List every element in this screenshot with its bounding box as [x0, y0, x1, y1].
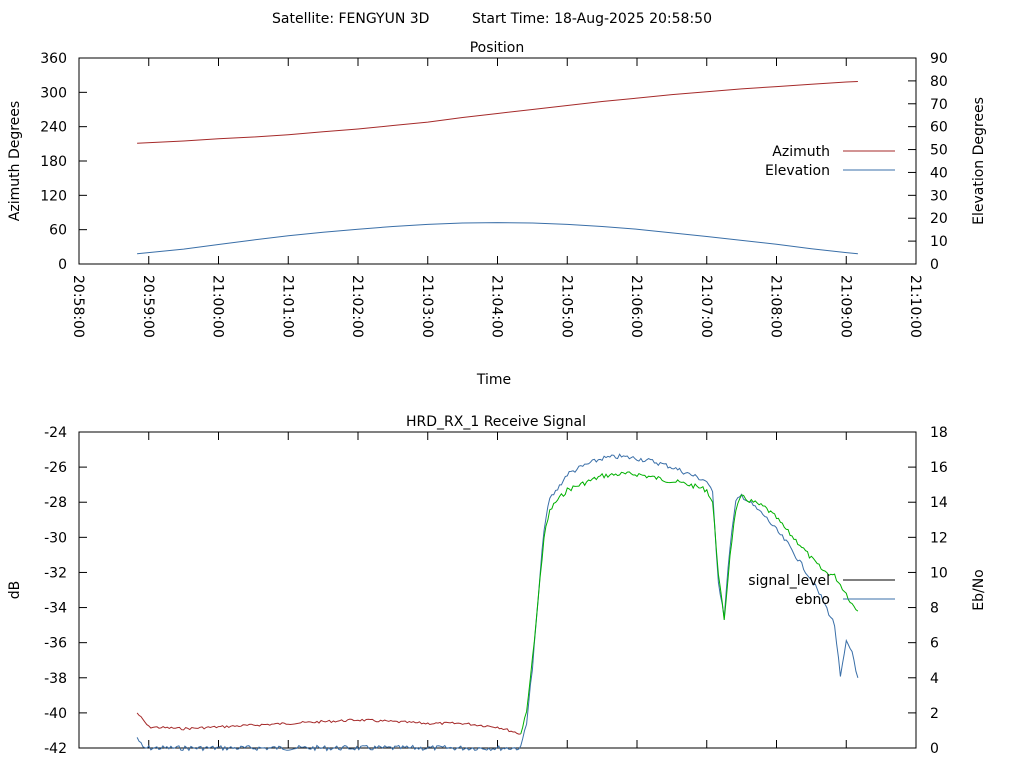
signal-y2label: Eb/No: [971, 569, 987, 611]
x-tick-label: 20:59:00: [140, 275, 156, 338]
signal-series: [136, 453, 859, 752]
position-ylabel: Azimuth Degrees: [7, 101, 23, 221]
legend-elevation-label: Elevation: [765, 163, 830, 179]
y-tick-label: 300: [40, 85, 67, 101]
y2-tick-label: 30: [930, 188, 948, 204]
signal-plot-frame: [78, 431, 917, 749]
y-tick-label: -24: [44, 425, 67, 441]
y2-tick-label: 10: [930, 565, 948, 581]
x-tick-label: 21:10:00: [907, 275, 923, 338]
signal-legend: signal_level ebno: [748, 573, 895, 608]
y2-tick-label: 16: [930, 460, 948, 476]
y-tick-label: 0: [58, 257, 67, 273]
series-line-azimuth: [137, 81, 858, 144]
signal-x-ticks: [78, 432, 917, 748]
y2-tick-label: 12: [930, 530, 948, 546]
start-time-label: Start Time: 18-Aug-2025 20:58:50: [472, 11, 712, 27]
y2-tick-label: 10: [930, 234, 948, 250]
position-xlabel: Time: [476, 372, 511, 388]
y2-tick-label: 40: [930, 165, 948, 181]
x-tick-label: 21:01:00: [279, 275, 295, 338]
x-tick-label: 21:04:00: [489, 275, 505, 338]
position-series: [137, 81, 858, 255]
y2-tick-label: 20: [930, 211, 948, 227]
position-y2label: Elevation Degrees: [971, 97, 987, 225]
y2-tick-label: 0: [930, 257, 939, 273]
y-tick-label: 60: [49, 223, 67, 239]
y2-tick-label: 50: [930, 143, 948, 159]
y2-tick-label: 70: [930, 97, 948, 113]
y-tick-label: 180: [40, 154, 67, 170]
position-plot-frame: [78, 57, 917, 265]
legend-azimuth-label: Azimuth: [772, 144, 830, 160]
y2-tick-label: 90: [930, 51, 948, 67]
y-tick-label: -40: [44, 706, 67, 722]
y-tick-label: -36: [44, 636, 67, 652]
series-line-signal-level-segment: [136, 712, 521, 735]
position-y-ticks: 0 60 120 180 240 300 360: [40, 51, 87, 273]
y2-tick-label: 4: [930, 671, 939, 687]
x-tick-label: 20:58:00: [70, 275, 86, 338]
x-tick-label: 21:07:00: [698, 275, 714, 338]
y2-tick-label: 8: [930, 601, 939, 617]
y-tick-label: -38: [44, 671, 67, 687]
legend-ebno-label: ebno: [795, 592, 830, 608]
signal-title: HRD_RX_1 Receive Signal: [406, 414, 586, 430]
signal-y2-ticks: 0 2 4 6 8 10 12 14 16 18: [908, 425, 948, 757]
y-tick-label: 120: [40, 188, 67, 204]
y2-tick-label: 2: [930, 706, 939, 722]
y-tick-label: -42: [44, 741, 67, 757]
x-tick-label: 21:02:00: [349, 275, 365, 338]
x-tick-label: 21:03:00: [419, 275, 435, 338]
position-chart: Position 0 60 120 180 240 300 360 0 10 20 30 40 50 6…: [7, 40, 987, 388]
y-tick-label: -30: [44, 530, 67, 546]
satellite-label: Satellite: FENGYUN 3D: [272, 11, 429, 27]
position-y2-ticks: 0 10 20 30 40 50 60 70 80 90: [908, 51, 948, 273]
position-legend: Azimuth Elevation: [765, 144, 895, 179]
signal-chart: HRD_RX_1 Receive Signal -42-40-38-36-34-…: [7, 414, 987, 757]
signal-ylabel: dB: [7, 581, 23, 600]
x-tick-label: 21:05:00: [558, 275, 574, 338]
y-tick-label: -32: [44, 565, 67, 581]
y-tick-label: -28: [44, 495, 67, 511]
y2-tick-label: 18: [930, 425, 948, 441]
x-tick-label: 21:09:00: [837, 275, 853, 338]
signal-y-ticks: -42 -40 -38 -36 -34 -32 -30 -28 -26 -24: [44, 425, 87, 757]
y2-tick-label: 0: [930, 741, 939, 757]
x-tick-label: 21:08:00: [768, 275, 784, 338]
series-line-signal-level-segment: [520, 471, 859, 735]
position-title: Position: [470, 40, 525, 56]
y2-tick-label: 60: [930, 120, 948, 136]
series-line-elevation: [137, 222, 858, 255]
x-tick-label: 21:00:00: [210, 275, 226, 338]
y2-tick-label: 6: [930, 636, 939, 652]
y-tick-label: -34: [44, 601, 67, 617]
x-tick-label: 21:06:00: [628, 275, 644, 338]
legend-signal-level-label: signal_level: [748, 573, 830, 589]
y-tick-label: 360: [40, 51, 67, 67]
y2-tick-label: 14: [930, 495, 948, 511]
position-x-ticks: 20:58:00 20:59:00 21:00:00 21:01:00 21:02:00…: [70, 58, 923, 338]
y2-tick-label: 80: [930, 74, 948, 90]
series-line-ebno: [136, 453, 859, 752]
y-tick-label: 240: [40, 120, 67, 136]
y-tick-label: -26: [44, 460, 67, 476]
